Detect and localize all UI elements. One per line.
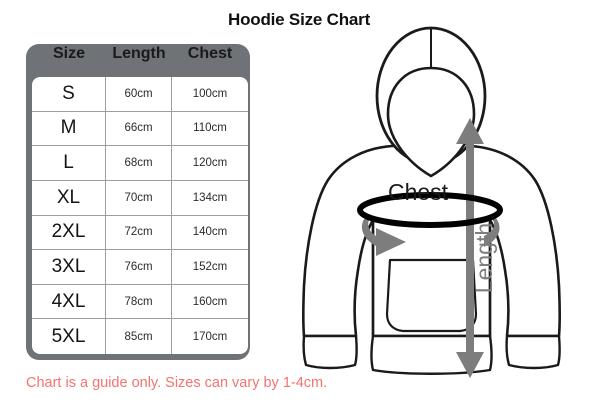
cell-chest: 152cm	[172, 250, 248, 285]
cell-length: 68cm	[106, 146, 172, 181]
left-cuff	[302, 334, 358, 370]
cell-chest: 140cm	[172, 215, 248, 251]
length-measure-arrow	[456, 118, 484, 378]
table-row: S 60cm 100cm	[32, 77, 248, 112]
cell-size: 2XL	[32, 215, 106, 251]
disclaimer-note: Chart is a guide only. Sizes can vary by…	[26, 375, 328, 391]
cell-size: S	[32, 77, 106, 112]
hoodie-diagram: Length Chest	[280, 18, 600, 378]
table-row: 3XL 76cm 152cm	[32, 250, 248, 285]
chest-rotation-arrow	[361, 214, 500, 256]
column-header-size: Size	[52, 45, 85, 62]
cell-length: 72cm	[106, 215, 172, 251]
cell-length: 85cm	[106, 319, 172, 354]
size-chart-table: Size Length Chest S 60cm 100cm M 66cm	[26, 44, 250, 360]
cell-size: XL	[32, 180, 106, 216]
cell-size: M	[32, 111, 106, 147]
cell-length: 78cm	[106, 284, 172, 320]
table-header-row: Size Length Chest	[32, 44, 244, 77]
hem-band	[370, 334, 493, 375]
cell-length: 70cm	[106, 180, 172, 216]
table-row: 4XL 78cm 160cm	[32, 284, 248, 320]
chest-measure-ring	[357, 192, 503, 228]
cell-chest: 170cm	[172, 319, 248, 354]
cell-size: 3XL	[32, 250, 106, 285]
chest-label: Chest	[388, 179, 449, 205]
table-row: 2XL 72cm 140cm	[32, 215, 248, 251]
right-cuff	[505, 334, 561, 370]
table-row: L 68cm 120cm	[32, 146, 248, 181]
column-header-chest: Chest	[187, 45, 233, 62]
cell-chest: 160cm	[172, 284, 248, 320]
table-row: 5XL 85cm 170cm	[32, 319, 248, 354]
column-header-length: Length	[112, 45, 166, 62]
cell-size: L	[32, 146, 106, 181]
table-row: M 66cm 110cm	[32, 111, 248, 147]
cell-size: 5XL	[32, 319, 106, 354]
cell-chest: 120cm	[172, 146, 248, 181]
kangaroo-pocket	[385, 258, 478, 333]
hood-opening	[386, 66, 476, 178]
cell-length: 66cm	[106, 111, 172, 147]
table-row: XL 70cm 134cm	[32, 180, 248, 216]
cell-chest: 134cm	[172, 180, 248, 216]
table-body: S 60cm 100cm M 66cm 110cm L 68cm 120cm X…	[32, 77, 248, 354]
cell-chest: 100cm	[172, 77, 248, 112]
cell-size: 4XL	[32, 284, 106, 320]
cell-length: 60cm	[106, 77, 172, 112]
cell-chest: 110cm	[172, 111, 248, 147]
page-title: Hoodie Size Chart	[228, 10, 371, 29]
cell-length: 76cm	[106, 250, 172, 285]
